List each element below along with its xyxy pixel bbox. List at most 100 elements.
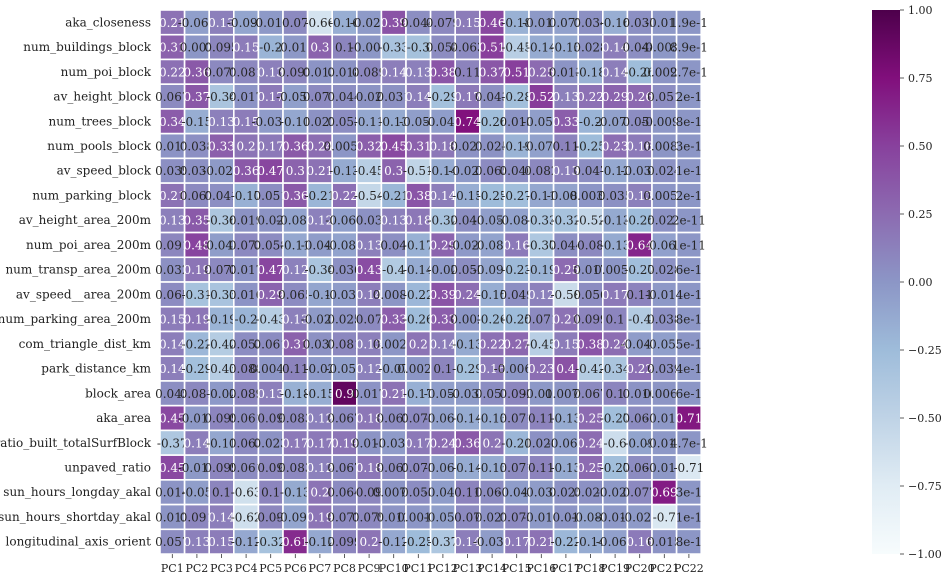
heatmap-cell (233, 33, 260, 61)
cell-value-label: -0.093 (473, 263, 511, 277)
cell-value-label: 0.24 (577, 436, 604, 450)
cell-value-label: -0.7 (653, 510, 676, 524)
cell-value-label: 0.049 (500, 288, 534, 302)
cell-value-label: 0.021 (647, 214, 681, 228)
cell-value-label: -0.038 (473, 535, 511, 549)
heatmap-cell (208, 83, 235, 110)
heatmap-cell (208, 454, 235, 481)
cell-value-label: 0.29 (602, 90, 629, 104)
cell-value-label: 0.028 (647, 263, 681, 277)
cell-value-label: 0.046 (500, 164, 534, 178)
heatmap-cell (675, 182, 702, 209)
heatmap-cell (675, 503, 702, 531)
heatmap-cell (552, 207, 579, 234)
cell-value-label: 0.01 (553, 510, 580, 524)
cell-value-label: -0.016 (645, 16, 683, 30)
cell-value-label: 0.041 (204, 189, 238, 203)
cell-value-label: 0.13 (208, 115, 235, 129)
cell-value-label: -0.027 (301, 313, 339, 327)
cell-value-label: -0.12 (378, 535, 409, 549)
row-label: com_triangle_dist_km (19, 337, 152, 351)
cell-value-label: 0.017 (229, 90, 263, 104)
cell-value-label: 0.067 (155, 90, 189, 104)
cell-value-label: 0.12 (356, 362, 383, 376)
row-label: sun_hours_longday_akal (3, 485, 151, 499)
heatmap-cell (429, 33, 457, 61)
heatmap-cell (675, 454, 702, 481)
cell-value-label: 0.079 (352, 510, 386, 524)
heatmap-cell (159, 305, 186, 333)
cell-value-label: 0.13 (380, 214, 407, 228)
cell-value-label: 0.048 (450, 214, 484, 228)
colorbar-tick-label: 0.00 (908, 276, 933, 289)
heatmap-cell (552, 231, 579, 259)
cell-value-label: 0.38 (405, 189, 432, 203)
cell-value-label: 6e-1 (676, 263, 702, 277)
heatmap-cell (257, 182, 284, 209)
cell-value-label: -0.053 (473, 214, 511, 228)
cell-value-label: 4e-1 (676, 288, 702, 302)
cell-value-label: 0.1 (433, 362, 452, 376)
cell-value-label: 0.09 (356, 486, 383, 500)
cell-value-label: -0.2 (579, 115, 602, 129)
cell-value-label: 2e-1 (676, 189, 702, 203)
heatmap-cell (233, 429, 260, 456)
cell-value-label: -0.33 (206, 288, 237, 302)
cell-value-label: 0.064 (327, 486, 362, 500)
cell-value-label: 0.21 (528, 535, 555, 549)
cell-value-label: -0.34 (206, 90, 237, 104)
cell-value-label: 0.3 (384, 164, 403, 178)
cell-value-label: 0.13 (405, 65, 432, 79)
cell-value-label: 0.13 (184, 535, 211, 549)
heatmap-cell (208, 108, 235, 135)
heatmap-cell (478, 479, 506, 506)
heatmap-cell (528, 479, 555, 506)
cell-value-label: 0.13 (356, 238, 383, 252)
heatmap-cell (601, 58, 629, 85)
colorbar: 1.00 0.75 0.50 0.25 0.00 −0.25 −0.50 −0.75 −1.00 (872, 4, 942, 561)
cell-value-label: 0.071 (524, 313, 558, 327)
heatmap-cell (601, 132, 629, 160)
cell-value-label: -0.024 (620, 510, 659, 524)
cell-value-label: -0.43 (255, 313, 286, 327)
cell-value-label: 0.17 (282, 436, 309, 450)
heatmap-cell (355, 429, 383, 456)
cell-value-label: 0.092 (500, 387, 534, 401)
cell-value-label: 0.1 (606, 313, 625, 327)
cell-value-label: 0.053 (327, 115, 361, 129)
cell-value-label: 0.23 (528, 362, 555, 376)
row-label: num_parking_area_200m (0, 312, 152, 326)
cell-value-label: 0.051 (475, 387, 509, 401)
cell-value-label: 0.065 (155, 288, 189, 302)
heatmap-cell (626, 429, 653, 456)
cell-value-label: 0.17 (503, 535, 530, 549)
cell-value-label: -0.088 (473, 238, 511, 252)
cell-value-label: -0.51 (403, 164, 434, 178)
heatmap-cell (183, 528, 211, 555)
cell-value-label: 0.18 (356, 461, 383, 475)
cell-value-label: 0.063 (450, 41, 484, 55)
cell-value-label: -0.13 (477, 412, 508, 426)
cell-value-label: 0.19 (184, 263, 211, 277)
cell-value-label: -0.15 (452, 189, 483, 203)
cell-value-label: -0.11 (280, 238, 311, 252)
cell-value-label: 0.15 (233, 115, 260, 129)
heatmap-cell (429, 108, 457, 135)
row-label: av_speed__area_200m (16, 287, 152, 301)
heatmap-cell (503, 404, 530, 432)
row-labels: aka_closeness num_buildings_block num_poi_… (0, 15, 152, 548)
cell-value-label: 0.45 (159, 412, 186, 426)
heatmap-cell (577, 330, 604, 358)
cell-value-label: -0.27 (624, 263, 655, 277)
cell-value-label: -0.28 (501, 90, 532, 104)
cell-value-label: -0.12 (600, 164, 631, 178)
heatmap-cell (159, 58, 186, 85)
cell-value-label: -0.12 (231, 535, 262, 549)
cell-value-label: 0.19 (184, 313, 211, 327)
cell-value-label: 0.051 (623, 115, 657, 129)
heatmap-cell (159, 380, 186, 407)
cell-value-label: 0.11 (528, 461, 555, 475)
cell-value-label: 0.4 (556, 362, 575, 376)
cell-value-label: 0.2 (483, 436, 502, 450)
